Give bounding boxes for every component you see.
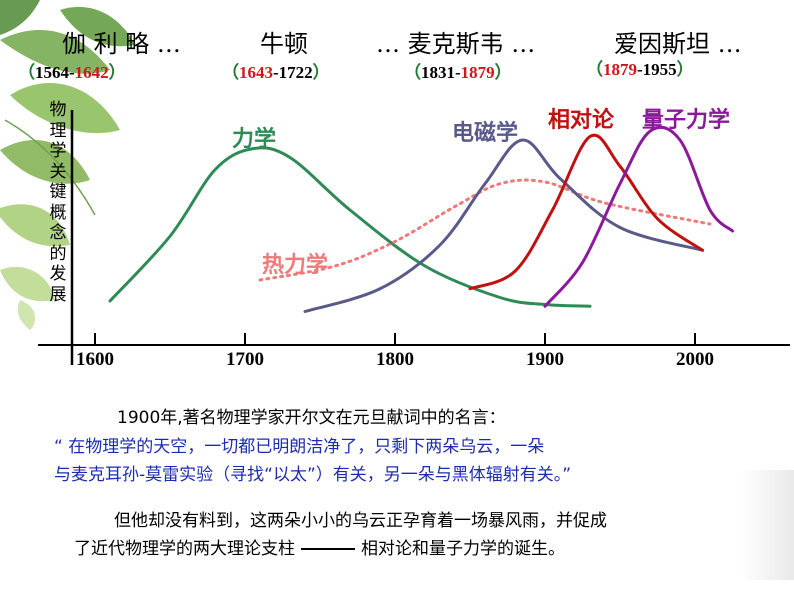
kelvin-quote: “ 在物理学的天空，一切都已明朗洁净了，只剩下两朵乌云，一朵 与麦克耳孙-莫雷实… (54, 433, 774, 489)
series-line-相对论 (468, 133, 704, 291)
x-tick-label: 1700 (226, 349, 264, 370)
scientist-name-einstein: 爱因斯坦 … (614, 30, 742, 58)
series-line-电磁学 (303, 138, 704, 313)
year-start: 1831- (421, 63, 461, 82)
years-galileo: （1564-1642） (18, 58, 126, 83)
paren-close: ） (676, 60, 694, 79)
conclusion-line-2a: 了近代物理学的两大理论支柱 (74, 539, 295, 559)
years-newton: （1643-1722） (222, 58, 330, 83)
quote-line-1: “ 在物理学的天空，一切都已明朗洁净了，只剩下两朵乌云，一朵 (54, 437, 545, 457)
paren-open: （ (404, 63, 421, 82)
y-axis-label: 物理学关键概念的发展 (49, 100, 67, 305)
series-label-电磁学: 电磁学 (452, 120, 518, 146)
years-maxwell: （1831-1879） (404, 58, 512, 83)
x-tick-label: 1600 (76, 349, 114, 370)
paren-open: （ (222, 63, 239, 82)
quote-line-2: 与麦克耳孙-莫雷实验（寻找“以太”）有关，另一朵与黑体辐射有关。” (54, 465, 572, 485)
scientist-name-maxwell: … 麦克斯韦 … (376, 30, 536, 58)
series-label-相对论: 相对论 (548, 107, 615, 133)
paren-open: （ (586, 60, 603, 79)
year-end: -1955 (637, 60, 677, 79)
dash-divider (301, 548, 355, 550)
series-line-量子力学 (543, 125, 734, 308)
edge-fade (740, 470, 794, 580)
paren-open: （ (18, 63, 35, 82)
scientist-name-galileo: 伽 利 略 … (62, 30, 181, 58)
paren-close: ） (108, 63, 126, 82)
year-end: 1879 (460, 63, 495, 82)
x-tick-label: 1800 (376, 349, 414, 370)
conclusion-line-1: 但他却没有料到，这两朵小小的乌云正孕育着一场暴风雨，并促成 (114, 511, 607, 531)
year-end: 1642 (74, 63, 109, 82)
x-tick-label: 1900 (526, 349, 564, 370)
series-line-热力学 (258, 178, 712, 282)
conclusion-line-2b: 相对论和量子力学的诞生。 (361, 539, 565, 559)
scientist-name-newton: 牛顿 (260, 30, 308, 58)
year-end: -1722 (273, 63, 313, 82)
years-einstein: （1879-1955） (586, 55, 694, 80)
series-label-量子力学: 量子力学 (642, 107, 730, 133)
year-start: 1643 (239, 63, 273, 82)
series-label-热力学: 热力学 (262, 252, 328, 278)
year-start: 1564- (35, 63, 75, 82)
conclusion-line-2: 了近代物理学的两大理论支柱 相对论和量子力学的诞生。 (74, 535, 774, 563)
series-label-力学: 力学 (232, 126, 276, 152)
paren-close: ） (312, 63, 330, 82)
x-tick-label: 2000 (676, 349, 714, 370)
year-start: 1879 (603, 60, 637, 79)
conclusion-paragraph: 但他却没有料到，这两朵小小的乌云正孕育着一场暴风雨，并促成 了近代物理学的两大理… (74, 507, 774, 563)
paren-close: ） (494, 63, 512, 82)
kelvin-intro: 1900年,著名物理学家开尔文在元旦献词中的名言： (117, 408, 506, 428)
series-line-力学 (108, 146, 592, 308)
